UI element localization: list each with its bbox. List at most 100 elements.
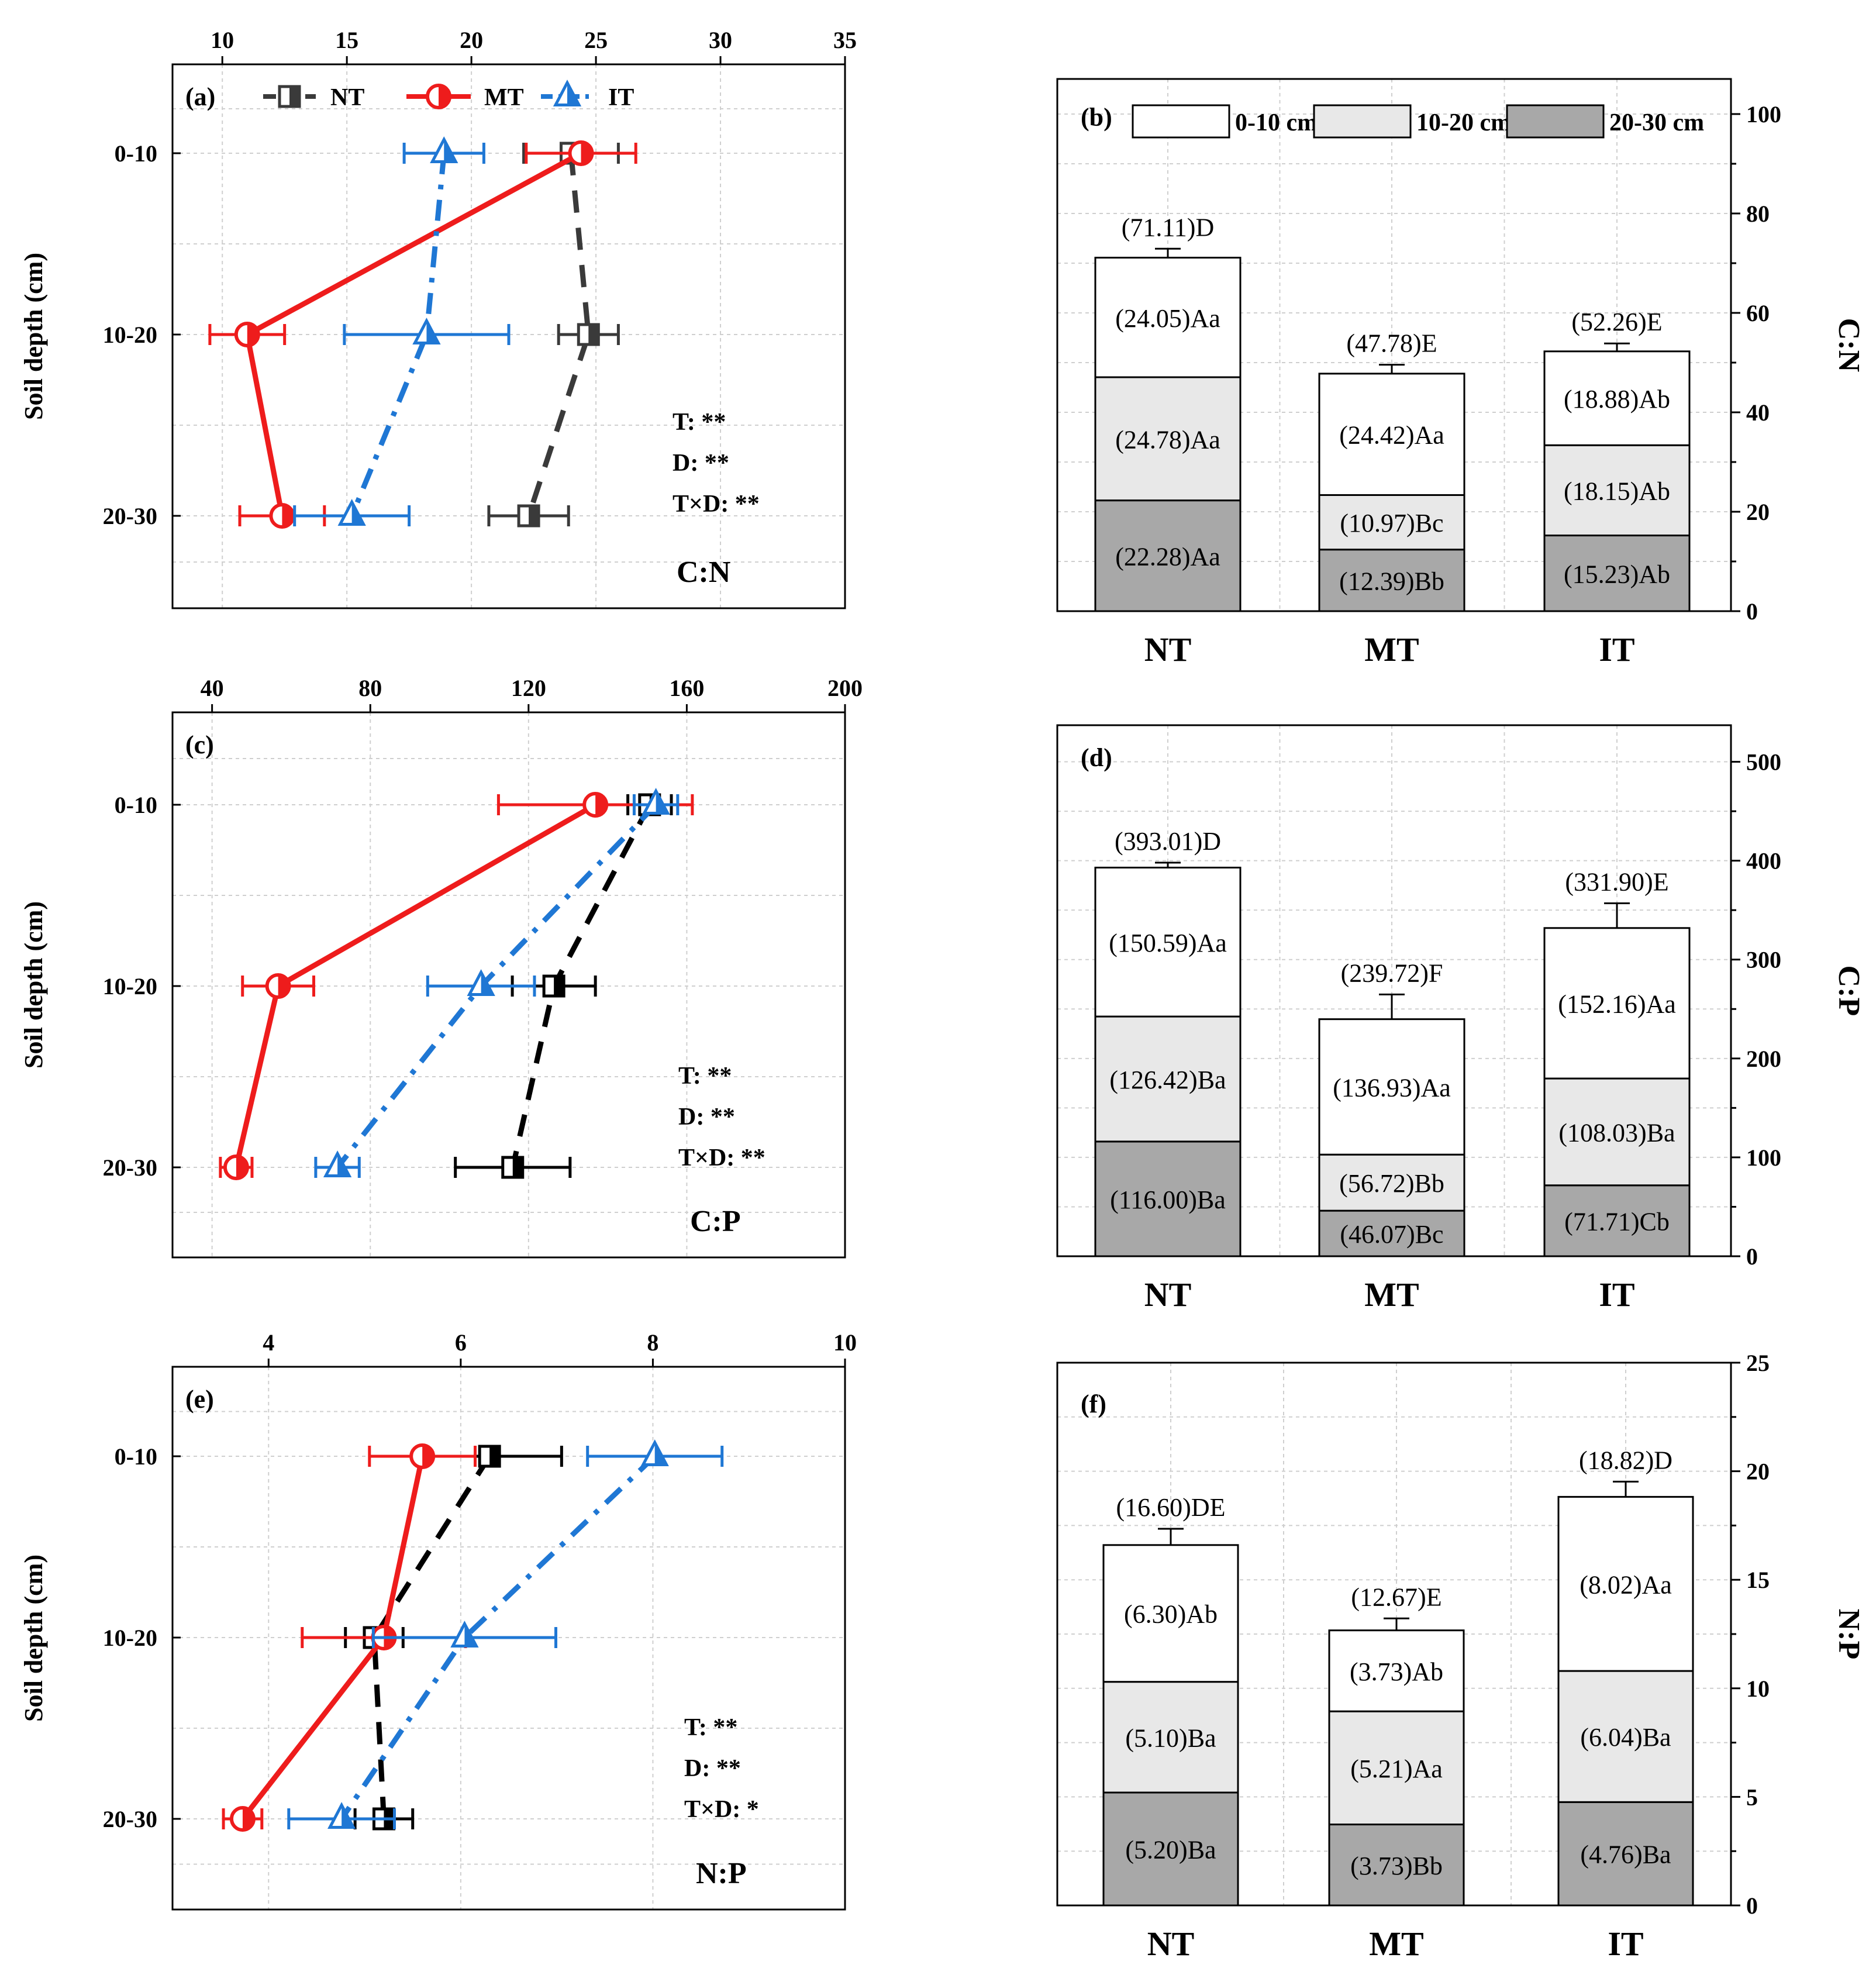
bar-segment — [1557, 1670, 1694, 1803]
x-tick-label: 4 — [263, 1329, 274, 1356]
total-label: (393.01)D — [1115, 827, 1221, 856]
data-point-NT-marker-fill — [554, 976, 564, 996]
y-tick-label: 10-20 — [103, 322, 157, 348]
category-label: IT — [1608, 1925, 1643, 1963]
line-panel-2: 40 80 120 160 200 0-10 10-20 20-30 Soil depth (c… — [19, 675, 863, 1259]
data-point-NT-marker-fill — [588, 325, 599, 344]
segment-label: (18.15)Ab — [1564, 477, 1670, 505]
data-point-MT-marker-fill — [278, 975, 289, 997]
stat-text: T×D: * — [684, 1796, 759, 1823]
data-point-MT-marker-fill — [242, 1808, 254, 1830]
legend-label: 20-30 cm — [1609, 109, 1704, 136]
series-IT — [314, 788, 680, 1178]
y-tick-label: 10-20 — [103, 973, 157, 999]
segment-label: (4.76)Ba — [1580, 1841, 1671, 1869]
bar-segment — [1102, 1681, 1239, 1794]
bar-segment — [1094, 376, 1242, 502]
panel-title: N:P — [696, 1857, 747, 1890]
y-axis-label: Soil depth (cm) — [19, 901, 48, 1069]
x-tick-label: 30 — [709, 27, 732, 53]
legend-swatch — [1506, 104, 1605, 139]
total-label: (47.78)E — [1346, 329, 1437, 358]
data-point-NT-marker-fill — [529, 506, 539, 526]
total-label: (71.11)D — [1122, 213, 1214, 242]
stat-text: D: ** — [678, 1104, 735, 1131]
side-axis-label: C:N — [1832, 318, 1865, 372]
data-point-MT-marker-fill — [581, 142, 592, 164]
category-label: IT — [1599, 1276, 1634, 1314]
legend-marker-IT-marker-fill — [567, 82, 579, 105]
y-tick-label: 25 — [1746, 1350, 1770, 1376]
data-point-NT-marker-fill — [512, 1157, 523, 1177]
segment-label: (152.16)Aa — [1558, 990, 1676, 1018]
bar-segment — [1318, 549, 1465, 612]
plot-frame — [171, 63, 846, 609]
segment-label: (24.78)Aa — [1115, 425, 1220, 454]
series-IT — [293, 136, 511, 526]
bar-panel-3: 0 5 10 15 20 25 N:P (f) (5.20)Ba (5.10)Ba (6.30)Ab… — [1056, 1350, 1865, 1963]
y-axis-label: Soil depth (cm) — [19, 253, 48, 420]
bar-panel-2: 0 100 200 300 400 500 C:P (d) (116.00)Ba (126.42)… — [1056, 724, 1865, 1314]
bar-segment — [1557, 1495, 1694, 1672]
y-tick-label: 300 — [1746, 947, 1781, 973]
total-label: (16.60)DE — [1116, 1493, 1226, 1522]
segment-label: (150.59)Aa — [1109, 929, 1227, 957]
x-tick-label: 40 — [201, 675, 224, 701]
y-tick-label: 0-10 — [115, 140, 157, 167]
legend-label-NT: NT — [330, 84, 364, 111]
legend-swatch — [1132, 104, 1230, 139]
y-tick-label: 15 — [1746, 1567, 1770, 1593]
y-tick-label: 0-10 — [115, 792, 157, 818]
segment-label: (5.10)Ba — [1125, 1724, 1216, 1752]
legend-label: 10-20 cm — [1416, 109, 1511, 136]
bar-stack-IT: (71.71)Cb (108.03)Ba (152.16)Aa (331.90)E IT — [1543, 868, 1691, 1314]
legend-swatch — [1313, 104, 1412, 139]
segment-label: (18.88)Ab — [1564, 385, 1670, 413]
plot-frame — [171, 711, 846, 1259]
category-label: NT — [1147, 1925, 1195, 1963]
segment-label: (6.30)Ab — [1124, 1600, 1218, 1629]
segment-label: (56.72)Bb — [1339, 1169, 1444, 1198]
bar-stack-MT: (12.39)Bb (10.97)Bc (24.42)Aa (47.78)E MT — [1318, 329, 1465, 668]
bar-segment — [1543, 927, 1691, 1080]
y-tick-label: 400 — [1746, 848, 1781, 874]
x-tick-label: 120 — [511, 675, 546, 701]
segment-label: (108.03)Ba — [1558, 1118, 1675, 1147]
segment-label: (22.28)Aa — [1115, 542, 1220, 571]
data-point-MT-marker-fill — [282, 505, 294, 527]
panel-letter: (e) — [185, 1385, 214, 1414]
series-MT — [219, 792, 694, 1180]
segment-label: (6.04)Ba — [1580, 1723, 1671, 1752]
side-axis-label: C:P — [1832, 966, 1865, 1016]
y-tick-label: 0 — [1746, 1243, 1758, 1270]
data-point-MT-marker-fill — [595, 794, 607, 816]
y-tick-label: 10 — [1746, 1676, 1770, 1702]
bar-segment — [1094, 499, 1242, 612]
bar-segment — [1094, 257, 1242, 378]
segment-label: (10.97)Bc — [1340, 509, 1443, 537]
bar-segment — [1094, 866, 1242, 1018]
stat-text: T: ** — [678, 1063, 732, 1090]
panel-letter: (b) — [1081, 103, 1112, 132]
bar-segment — [1543, 1077, 1691, 1187]
y-tick-label: 20-30 — [103, 1806, 157, 1832]
x-tick-label: 160 — [669, 675, 704, 701]
bar-segment — [1094, 1015, 1242, 1143]
line-panel-3: 4 6 8 10 0-10 10-20 20-30 Soil depth (cm) (e) T: … — [19, 1329, 857, 1911]
data-point-IT-marker-fill — [351, 502, 364, 525]
data-point-MT-marker-fill — [236, 1156, 247, 1178]
legend-label-MT: MT — [484, 84, 524, 111]
bar-segment — [1543, 350, 1691, 446]
y-tick-label: 60 — [1746, 300, 1770, 326]
data-point-IT-marker-fill — [654, 1442, 667, 1465]
bar-stack-IT: (15.23)Ab (18.15)Ab (18.88)Ab (52.26)E IT — [1543, 308, 1691, 668]
bar-segment — [1318, 1018, 1465, 1156]
x-tick-label: 15 — [335, 27, 358, 53]
bar-segment — [1318, 373, 1465, 496]
x-tick-label: 35 — [833, 27, 857, 53]
data-point-MT-marker-fill — [247, 323, 258, 346]
segment-label: (24.42)Aa — [1339, 421, 1444, 450]
y-axis-label: Soil depth (cm) — [19, 1555, 48, 1722]
bar-segment — [1543, 535, 1691, 612]
x-tick-label: 10 — [211, 27, 234, 53]
